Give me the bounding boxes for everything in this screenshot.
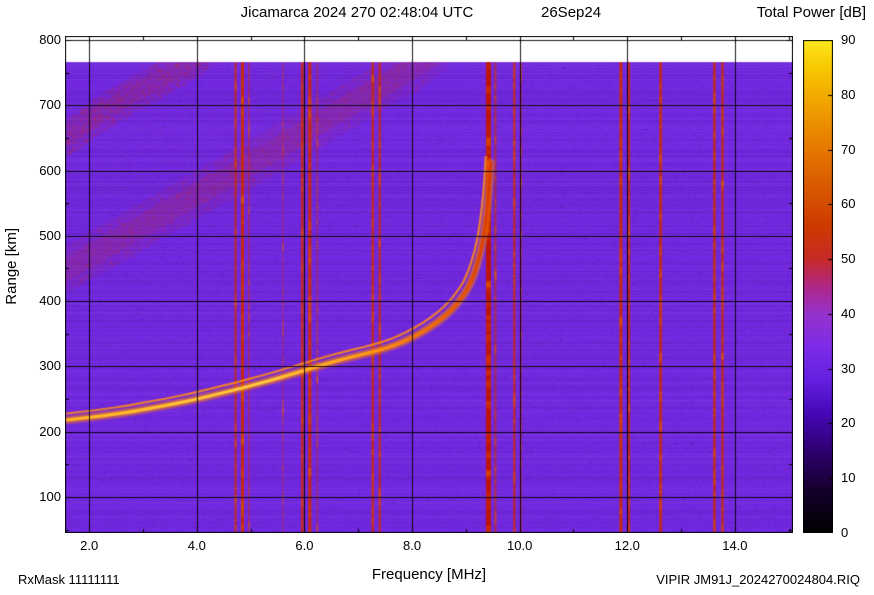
y-tick-label: 800 <box>17 32 61 48</box>
colorbar-title: Total Power [dB] <box>757 4 866 21</box>
y-tick-label: 400 <box>17 293 61 309</box>
y-tick-label: 600 <box>17 163 61 179</box>
y-tick-label: 200 <box>17 424 61 440</box>
x-tick-label: 6.0 <box>282 538 326 554</box>
x-tick-label: 14.0 <box>713 538 757 554</box>
x-tick-label: 8.0 <box>390 538 434 554</box>
colorbar-tick-label: 0 <box>841 525 871 541</box>
x-tick-label: 10.0 <box>498 538 542 554</box>
y-tick-label: 500 <box>17 228 61 244</box>
rx-mask-text: RxMask 11111111 <box>18 572 120 587</box>
colorbar-tick-label: 50 <box>841 251 871 267</box>
x-tick-label: 12.0 <box>605 538 649 554</box>
y-tick-label: 300 <box>17 358 61 374</box>
y-tick-label: 700 <box>17 97 61 113</box>
colorbar-gradient <box>803 40 833 533</box>
x-tick-label: 2.0 <box>67 538 111 554</box>
plot-title: Jicamarca 2024 270 02:48:04 UTC <box>137 4 577 21</box>
colorbar-tick-label: 30 <box>841 361 871 377</box>
x-tick-label: 4.0 <box>175 538 219 554</box>
ionogram-heatmap <box>65 36 793 533</box>
plot-date: 26Sep24 <box>541 4 601 21</box>
data-filename: VIPIR JM91J_2024270024804.RIQ <box>656 572 860 587</box>
y-tick-label: 100 <box>17 489 61 505</box>
colorbar-tick-label: 10 <box>841 470 871 486</box>
x-axis-label: Frequency [MHz] <box>229 566 629 583</box>
colorbar-tick-label: 70 <box>841 142 871 158</box>
ionogram-page: Jicamarca 2024 270 02:48:04 UTC 26Sep24 … <box>0 0 874 595</box>
colorbar-tick-label: 20 <box>841 415 871 431</box>
colorbar-tick-label: 40 <box>841 306 871 322</box>
colorbar-tick-label: 80 <box>841 87 871 103</box>
colorbar-tick-label: 60 <box>841 196 871 212</box>
colorbar-tick-label: 90 <box>841 32 871 48</box>
